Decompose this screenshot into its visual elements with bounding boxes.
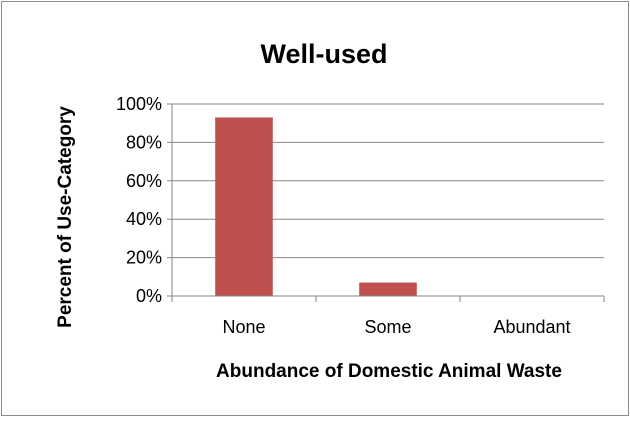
bars (215, 117, 417, 296)
y-tick-label: 0% (136, 286, 162, 306)
y-axis-ticks: 0% 20% 40% 60% 80% 100% (116, 94, 172, 306)
y-tick-label: 60% (126, 171, 162, 191)
y-axis-title: Percent of Use-Category (55, 106, 76, 328)
y-tick-label: 100% (116, 94, 162, 114)
x-tick-label: None (222, 317, 265, 337)
y-tick-label: 20% (126, 248, 162, 268)
y-tick-label: 40% (126, 209, 162, 229)
bar-some (359, 282, 417, 296)
x-tick-label: Some (364, 317, 411, 337)
x-axis-ticks: None Some Abundant (171, 296, 605, 337)
y-tick-label: 80% (126, 132, 162, 152)
chart-title: Well-used (260, 39, 387, 69)
x-tick-label: Abundant (493, 317, 570, 337)
bar-none (215, 117, 273, 296)
x-axis-title: Abundance of Domestic Animal Waste (216, 361, 562, 382)
